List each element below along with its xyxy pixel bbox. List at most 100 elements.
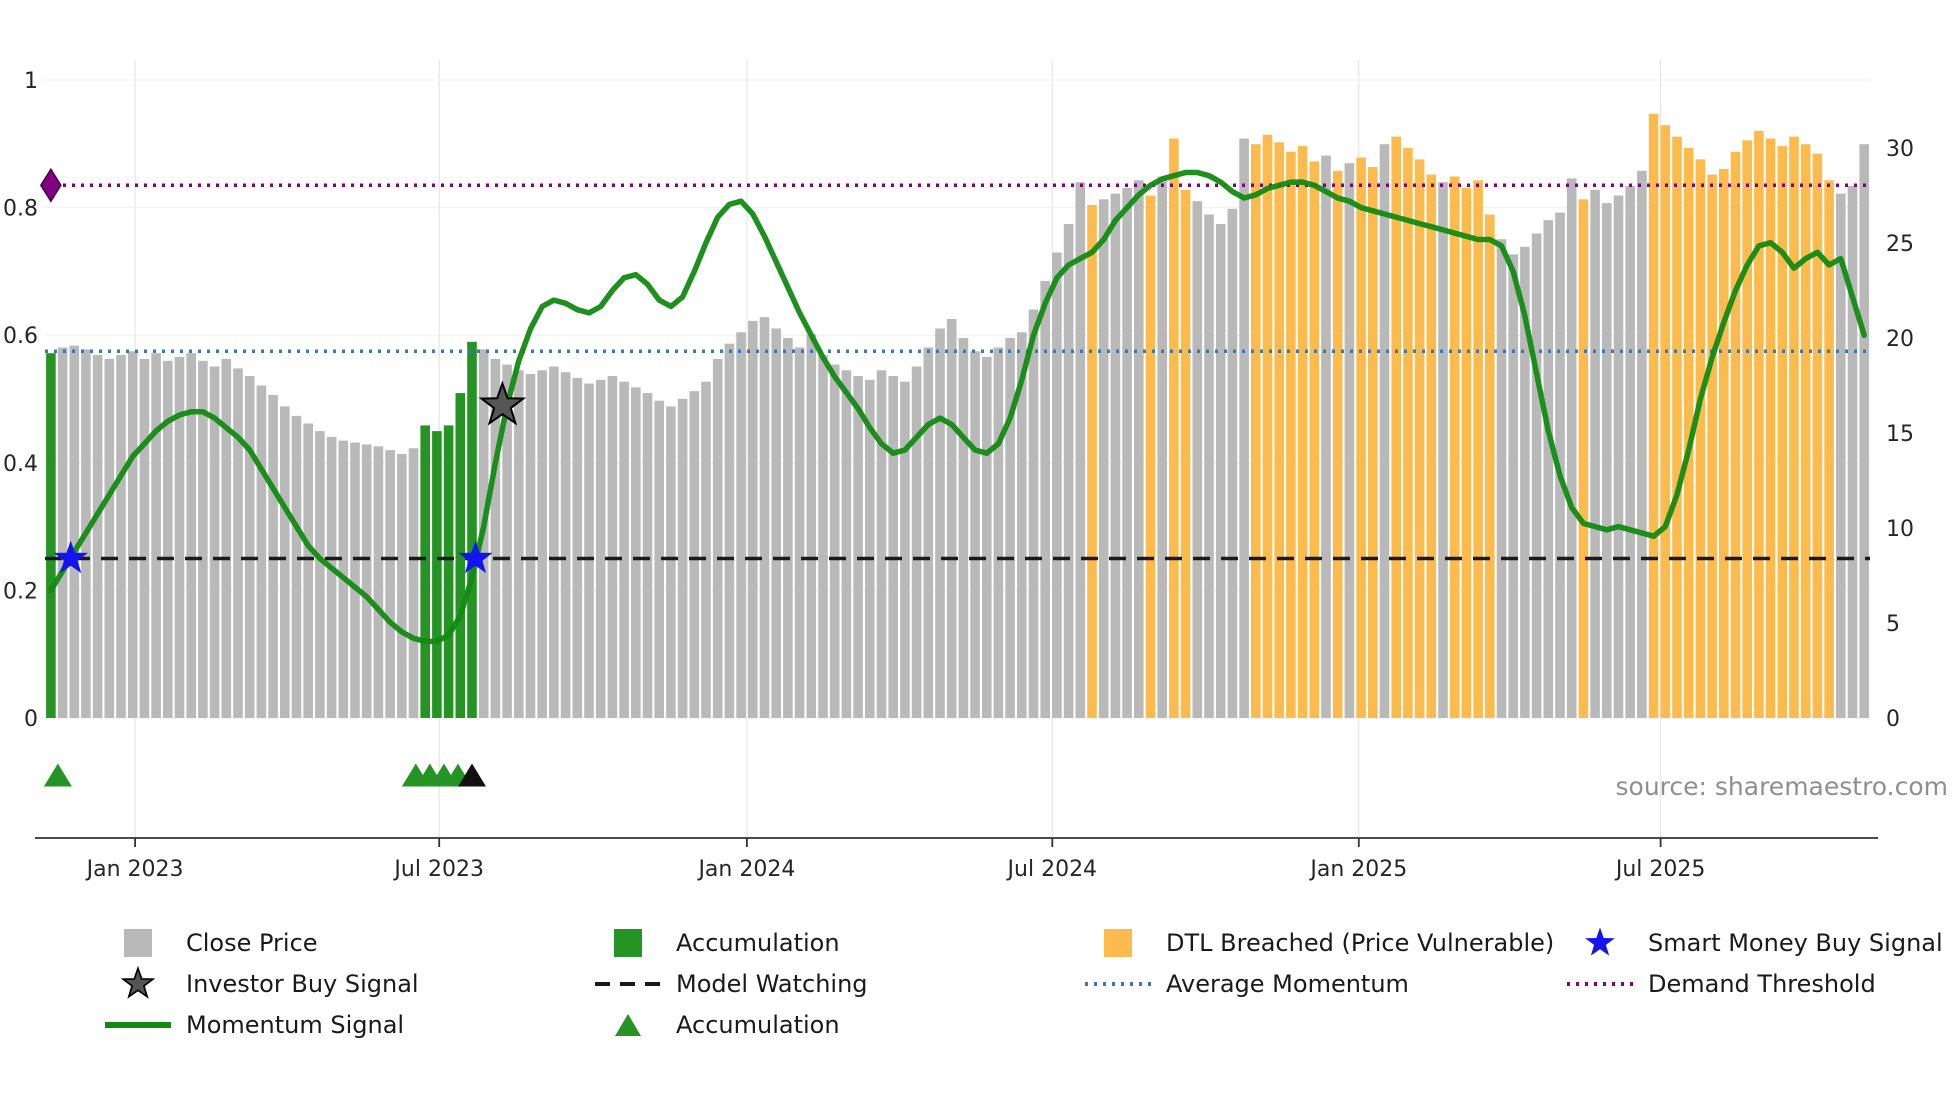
price-bar — [1859, 144, 1869, 718]
dtl-breached-bar — [1777, 146, 1788, 719]
x-tick-label: Jul 2024 — [1006, 857, 1098, 882]
legend-column-2: Accumulation Model Watching Accumulation — [590, 922, 868, 1045]
black-star-icon — [120, 965, 156, 999]
price-bar — [1637, 170, 1647, 719]
price-bar — [198, 360, 208, 718]
dtl-breached-bar — [1297, 146, 1308, 719]
price-bar — [1157, 176, 1167, 718]
dtl-breached-bar — [1672, 136, 1682, 719]
dtl-breached-bar — [1754, 130, 1764, 718]
price-bar — [783, 338, 793, 718]
x-tick-label: Jan 2025 — [1308, 857, 1407, 882]
chart-legend: Close Price Investor Buy Signal Momentum… — [0, 922, 1960, 1062]
price-bar — [549, 366, 559, 718]
right-tick-label: 15 — [1886, 422, 1914, 447]
dtl-breached-bar — [1742, 140, 1752, 718]
dtl-breached-bar — [1800, 144, 1811, 718]
price-bar — [841, 370, 852, 718]
price-bar — [57, 347, 68, 718]
price-bar — [116, 355, 126, 718]
accumulation-marker-swatch — [590, 1012, 666, 1038]
x-tick-label: Jan 2023 — [85, 857, 184, 882]
price-bar — [1134, 180, 1144, 719]
price-bar — [829, 364, 840, 718]
price-bar — [900, 381, 910, 718]
price-bar — [935, 328, 945, 718]
price-bar — [361, 444, 372, 718]
right-tick-label: 0 — [1886, 707, 1900, 732]
price-bar — [1836, 193, 1846, 719]
price-bar — [385, 450, 395, 718]
legend-item-model-watching: Model Watching — [590, 963, 868, 1004]
dtl-breached-bar — [1485, 214, 1495, 718]
price-bar — [1590, 189, 1600, 719]
accumulation-triangle-marker — [43, 763, 72, 787]
price-bar — [1005, 338, 1015, 718]
price-momentum-chart: Jan 2023 Jul 2023 Jan 2024 Jul 2024 Jan 2025… — [3, 60, 1914, 882]
price-bar — [911, 366, 922, 718]
x-tick-label: Jan 2024 — [696, 857, 795, 882]
price-bar — [1321, 155, 1331, 719]
right-tick-label: 5 — [1886, 612, 1900, 637]
dtl-breached-bar — [1789, 136, 1799, 719]
price-bar — [139, 358, 150, 718]
legend-label: DTL Breached (Price Vulnerable) — [1166, 928, 1555, 957]
price-bar — [1438, 182, 1448, 718]
price-bar — [1543, 220, 1554, 718]
price-bar — [408, 448, 419, 718]
average-momentum-swatch — [1080, 979, 1156, 989]
close-price-swatch — [100, 928, 176, 958]
black-triangle-marker — [458, 763, 487, 787]
price-bar — [373, 446, 384, 718]
price-bar — [771, 328, 781, 718]
legend-column-3: DTL Breached (Price Vulnerable) Average … — [1080, 922, 1554, 1004]
price-bar — [607, 376, 618, 718]
dtl-breached-bar — [1695, 159, 1706, 718]
price-bar — [946, 319, 957, 718]
price-bar — [642, 393, 653, 718]
dtl-breached-bar — [1414, 159, 1425, 718]
price-bar — [923, 347, 934, 718]
left-tick-label: 0.8 — [3, 197, 38, 222]
price-bar — [794, 347, 805, 718]
investor-buy-swatch — [100, 965, 176, 1003]
accumulation-swatch — [590, 928, 666, 958]
price-bar — [619, 381, 629, 718]
price-bar — [1625, 186, 1635, 718]
legend-label: Average Momentum — [1166, 969, 1409, 998]
dtl-breached-bar — [1683, 148, 1694, 718]
smart-money-swatch — [1562, 924, 1638, 962]
price-bar — [221, 358, 232, 718]
accumulation-bar — [420, 425, 430, 718]
price-bar — [502, 364, 512, 718]
x-tick-label: Jul 2023 — [392, 857, 484, 882]
price-bar — [701, 381, 711, 718]
price-bar — [654, 400, 664, 718]
legend-label: Close Price — [186, 928, 318, 957]
dtl-breached-bar — [1403, 148, 1413, 718]
price-bar — [982, 357, 992, 718]
legend-column-4: Smart Money Buy Signal Demand Threshold — [1562, 922, 1943, 1004]
price-bar — [958, 338, 969, 718]
price-bar — [174, 357, 185, 718]
price-bar — [1052, 252, 1062, 718]
orange-square-icon — [1104, 928, 1132, 957]
price-bar — [280, 406, 290, 718]
price-bar — [1239, 138, 1249, 718]
price-bar — [151, 353, 161, 718]
legend-item-momentum-signal: Momentum Signal — [100, 1004, 419, 1045]
legend-item-close-price: Close Price — [100, 922, 419, 963]
dtl-breached-bar — [1812, 153, 1823, 718]
accumulation-bar — [443, 425, 454, 718]
price-bar — [1192, 201, 1203, 718]
dtl-breached-bar — [1765, 138, 1776, 718]
price-bar — [595, 379, 606, 718]
price-bar — [256, 385, 267, 718]
price-bar — [560, 372, 571, 718]
price-bar — [1602, 203, 1612, 719]
price-bar — [303, 423, 313, 718]
accumulation-bar — [455, 393, 466, 718]
smart-money-buy-star — [53, 540, 88, 574]
momentum-line — [48, 169, 1867, 645]
